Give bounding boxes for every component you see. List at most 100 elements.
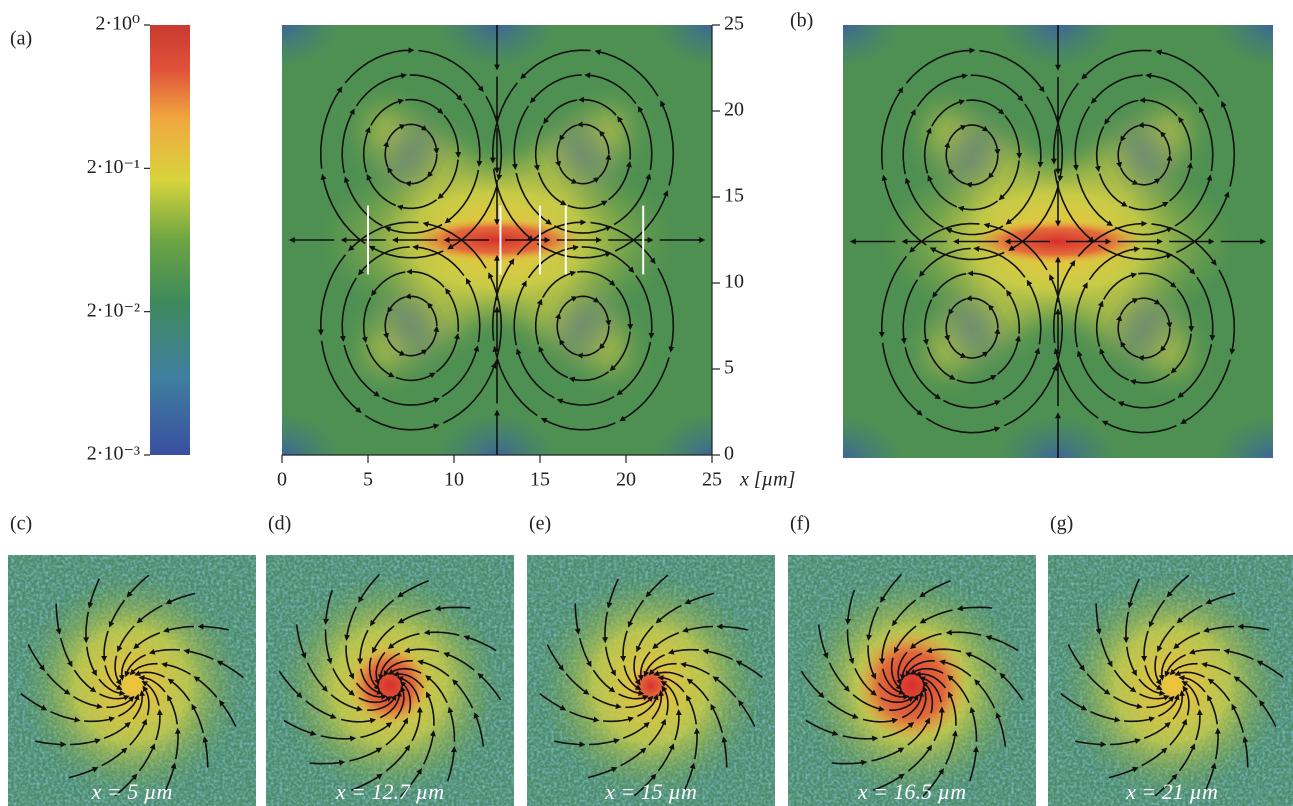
- streamline: [657, 267, 675, 353]
- streamline: [351, 773, 383, 791]
- streamline: [1188, 648, 1220, 655]
- streamline: [633, 655, 641, 686]
- vortex-core: [561, 298, 605, 354]
- streamline: [576, 348, 600, 359]
- streamline: [536, 242, 612, 259]
- streamline: [619, 357, 670, 422]
- streamline: [931, 99, 966, 127]
- streamline: [395, 372, 436, 382]
- streamline: [1086, 673, 1111, 695]
- streamline: [403, 647, 440, 654]
- streamline: [422, 221, 487, 269]
- streamline: [216, 660, 244, 679]
- streamline: [409, 74, 463, 101]
- streamline: [622, 721, 650, 739]
- streamline: [83, 611, 90, 644]
- streamline: [682, 762, 696, 793]
- streamline: [880, 696, 915, 704]
- streamline: [613, 173, 652, 226]
- streamline: [1002, 347, 1041, 400]
- streamline: [1123, 611, 1130, 644]
- streamline: [320, 173, 366, 245]
- streamline: [1095, 300, 1104, 347]
- streamline: [379, 690, 403, 719]
- panel-label: (a): [10, 28, 32, 50]
- streamline: [974, 679, 996, 709]
- streamline: [370, 98, 405, 126]
- streamline: [1126, 646, 1137, 677]
- streamline: [161, 661, 191, 675]
- streamline: [1172, 690, 1186, 720]
- streamline: [577, 295, 600, 303]
- streamline: [1052, 259, 1076, 343]
- streamline: [605, 646, 616, 677]
- streamline: [362, 126, 371, 173]
- streamline: [926, 346, 956, 380]
- streamline: [909, 632, 942, 649]
- streamline: [919, 609, 953, 624]
- slice-glow: [20, 573, 244, 798]
- streamline: [425, 691, 435, 726]
- streamline: [387, 667, 422, 675]
- streamline: [534, 298, 543, 345]
- streamline: [999, 672, 1024, 701]
- streamline: [1067, 644, 1085, 672]
- streamline: [998, 160, 1020, 201]
- streamline: [426, 153, 438, 178]
- streamline: [163, 762, 177, 793]
- streamline: [323, 589, 334, 625]
- streamline: [426, 302, 438, 327]
- streamline: [385, 717, 408, 746]
- panel-label: (f): [790, 513, 810, 535]
- streamline: [1129, 373, 1171, 385]
- panel-label: (e): [529, 513, 551, 535]
- streamline: [592, 669, 616, 693]
- streamline: [1138, 297, 1161, 305]
- streamline: [721, 736, 728, 768]
- streamline: [46, 673, 71, 695]
- streamline: [1113, 669, 1137, 693]
- streamline: [1138, 272, 1177, 288]
- streamline: [527, 244, 580, 279]
- streamline: [332, 667, 355, 696]
- streamline: [652, 632, 680, 650]
- streamline: [927, 174, 958, 208]
- streamline: [1142, 247, 1196, 275]
- streamline: [603, 716, 635, 723]
- streamline: [637, 651, 651, 681]
- heat-cold: [843, 25, 904, 69]
- streamline: [985, 635, 1019, 652]
- streamline: [1060, 692, 1088, 711]
- streamline: [655, 604, 682, 624]
- streamline: [163, 625, 195, 633]
- streamline: [361, 297, 372, 344]
- streamline: [881, 174, 927, 246]
- streamline: [602, 611, 609, 644]
- streamline: [944, 314, 950, 342]
- streamline: [1177, 344, 1213, 398]
- streamline: [108, 599, 126, 628]
- streamline: [633, 773, 657, 797]
- streamline: [929, 247, 1005, 261]
- streamline: [800, 670, 825, 699]
- streamline: [138, 674, 166, 693]
- streamline: [418, 49, 484, 93]
- streamline: [625, 695, 654, 709]
- streamline: [1176, 604, 1203, 624]
- streamline: [167, 678, 191, 702]
- streamline: [1201, 661, 1231, 675]
- streamline: [1075, 740, 1107, 748]
- streamline: [577, 270, 616, 287]
- streamline: [400, 681, 412, 714]
- y-tick-label: 15: [724, 185, 744, 207]
- streamline: [738, 699, 756, 727]
- streamline: [529, 74, 582, 104]
- panel-label: (c): [10, 513, 32, 535]
- streamline: [1076, 173, 1113, 227]
- streamline: [907, 717, 930, 746]
- streamline: [443, 652, 475, 671]
- streamline: [598, 302, 612, 327]
- streamline: [1178, 743, 1196, 772]
- streamline: [417, 659, 450, 677]
- streamline: [956, 375, 997, 384]
